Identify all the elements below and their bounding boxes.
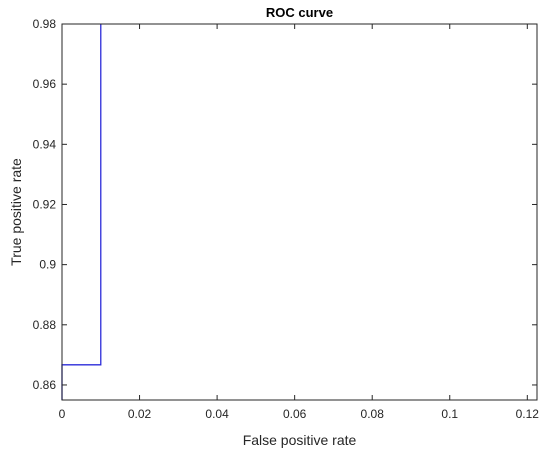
y-tick-label: 0.86 [33,378,57,392]
chart-title: ROC curve [266,5,333,20]
plot-frame [61,23,538,401]
y-tick-label: 0.92 [33,197,57,211]
x-axis-ticks: 0 0.02 0.04 0.06 0.08 0.1 0.12 [59,24,540,421]
y-tick-label: 0.94 [33,137,57,151]
y-tick-label: 0.9 [39,258,56,272]
x-tick-label: 0.1 [441,407,458,421]
y-tick-label: 0.88 [33,318,57,332]
x-tick-label: 0.02 [128,407,152,421]
plot-area [62,24,537,400]
x-axis-label: False positive rate [243,432,357,448]
x-tick-label: 0.04 [205,407,229,421]
y-axis-label: True positive rate [8,158,24,266]
y-tick-label: 0.96 [33,77,57,91]
x-tick-label: 0.06 [283,407,307,421]
y-tick-label: 0.98 [33,17,57,31]
y-axis-ticks: 0.86 0.88 0.9 0.92 0.94 0.96 0.98 [33,17,537,392]
x-tick-label: 0 [59,407,66,421]
x-tick-label: 0.08 [361,407,385,421]
x-tick-label: 0.12 [516,407,540,421]
